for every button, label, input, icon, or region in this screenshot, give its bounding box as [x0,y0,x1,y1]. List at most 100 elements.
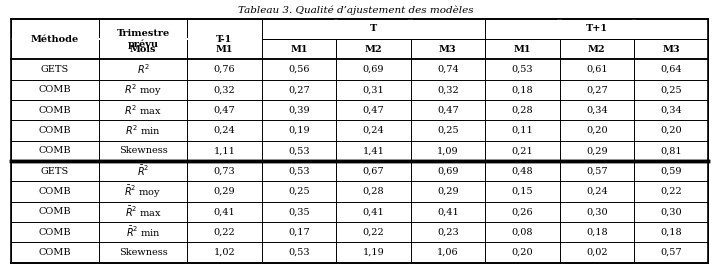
Text: 0,18: 0,18 [586,228,607,237]
Text: M1: M1 [216,45,234,54]
Text: M3: M3 [662,45,680,54]
Text: M2: M2 [365,45,382,54]
Text: 0,29: 0,29 [214,187,235,196]
Text: 0,53: 0,53 [288,248,310,257]
Text: 0,25: 0,25 [288,187,310,196]
Text: 0,24: 0,24 [586,187,607,196]
Text: Skewness: Skewness [119,248,167,257]
Text: 0,61: 0,61 [586,65,607,74]
Text: 1,41: 1,41 [362,146,384,155]
Text: GETS: GETS [41,65,69,74]
Text: COMB: COMB [38,106,71,115]
Text: 0,47: 0,47 [214,106,236,115]
FancyBboxPatch shape [409,19,413,39]
Text: 0,41: 0,41 [437,207,459,216]
Text: 0,18: 0,18 [661,228,682,237]
Text: 0,32: 0,32 [437,85,459,94]
Text: 1,09: 1,09 [437,146,459,155]
Text: 0,20: 0,20 [586,126,607,135]
Text: 0,69: 0,69 [362,65,384,74]
Text: 0,53: 0,53 [288,146,310,155]
Text: 0,35: 0,35 [288,207,310,216]
Text: 0,24: 0,24 [214,126,236,135]
Text: 0,25: 0,25 [661,85,682,94]
Text: 0,34: 0,34 [586,106,607,115]
FancyBboxPatch shape [334,19,338,39]
Text: M2: M2 [588,45,606,54]
Text: COMB: COMB [38,187,71,196]
Text: 0,08: 0,08 [511,228,533,237]
Text: M1: M1 [513,45,531,54]
Text: 0,20: 0,20 [511,248,533,257]
Text: 0,19: 0,19 [288,126,310,135]
FancyBboxPatch shape [11,38,262,40]
Text: Tableau 3. Qualité d’ajustement des modèles: Tableau 3. Qualité d’ajustement des modè… [239,5,473,15]
Text: $\mathit{R}^2$: $\mathit{R}^2$ [137,63,150,76]
Text: COMB: COMB [38,85,71,94]
Text: 0,11: 0,11 [511,126,533,135]
Text: 0,47: 0,47 [437,106,459,115]
Text: COMB: COMB [38,207,71,216]
Text: $\bar{\mathit{R}}^2$ max: $\bar{\mathit{R}}^2$ max [125,205,162,219]
Text: 0,47: 0,47 [362,106,384,115]
Text: 0,76: 0,76 [214,65,235,74]
Text: 0,25: 0,25 [437,126,459,135]
Text: Skewness: Skewness [119,146,167,155]
Text: 0,48: 0,48 [511,167,533,176]
Text: 1,11: 1,11 [214,146,236,155]
Text: 0,53: 0,53 [288,167,310,176]
Text: 0,27: 0,27 [288,85,310,94]
FancyBboxPatch shape [632,19,636,39]
Text: 0,24: 0,24 [362,126,384,135]
Text: $\bar{\mathit{R}}^2$ moy: $\bar{\mathit{R}}^2$ moy [125,184,162,199]
Text: GETS: GETS [41,167,69,176]
Text: 1,02: 1,02 [214,248,236,257]
Text: 0,18: 0,18 [511,85,533,94]
Text: 0,02: 0,02 [586,248,607,257]
Text: 0,32: 0,32 [214,85,236,94]
Text: 0,31: 0,31 [362,85,384,94]
Text: 0,17: 0,17 [288,228,310,237]
Text: M1: M1 [290,45,308,54]
Text: 0,22: 0,22 [660,187,682,196]
Text: 0,56: 0,56 [288,65,310,74]
Text: 0,69: 0,69 [437,167,459,176]
Text: 0,73: 0,73 [214,167,236,176]
Text: COMB: COMB [38,146,71,155]
Text: $\mathit{R}^2$ max: $\mathit{R}^2$ max [124,103,162,117]
Text: 0,39: 0,39 [288,106,310,115]
Text: 0,53: 0,53 [511,65,533,74]
Text: T-1: T-1 [216,35,233,44]
Text: 0,59: 0,59 [661,167,682,176]
Text: 0,20: 0,20 [661,126,682,135]
Text: 0,27: 0,27 [586,85,607,94]
Text: Trimestre
prévu: Trimestre prévu [117,29,169,50]
Text: T: T [370,24,377,34]
Text: 1,19: 1,19 [362,248,384,257]
Text: 0,29: 0,29 [437,187,459,196]
Text: 0,30: 0,30 [661,207,682,216]
Text: 0,15: 0,15 [511,187,533,196]
Text: 0,22: 0,22 [214,228,236,237]
Text: 0,23: 0,23 [437,228,459,237]
Text: 0,81: 0,81 [661,146,682,155]
Text: 1,06: 1,06 [437,248,459,257]
Text: Méthode: Méthode [31,35,79,44]
Text: $\bar{\mathit{R}}^2$ min: $\bar{\mathit{R}}^2$ min [125,225,161,239]
Text: 0,41: 0,41 [362,207,384,216]
Text: 0,28: 0,28 [362,187,384,196]
Text: $\mathit{R}^2$ moy: $\mathit{R}^2$ moy [124,82,162,98]
Text: 0,28: 0,28 [511,106,533,115]
Text: 0,26: 0,26 [511,207,533,216]
Text: 0,30: 0,30 [586,207,607,216]
Text: 0,21: 0,21 [511,146,533,155]
Text: 0,34: 0,34 [660,106,682,115]
FancyBboxPatch shape [557,19,562,39]
Text: COMB: COMB [38,228,71,237]
Text: 0,41: 0,41 [214,207,236,216]
Text: $\mathit{R}^2$ min: $\mathit{R}^2$ min [125,124,161,137]
Text: 0,64: 0,64 [661,65,682,74]
Text: 0,67: 0,67 [362,167,384,176]
Text: COMB: COMB [38,248,71,257]
Text: 0,57: 0,57 [661,248,682,257]
